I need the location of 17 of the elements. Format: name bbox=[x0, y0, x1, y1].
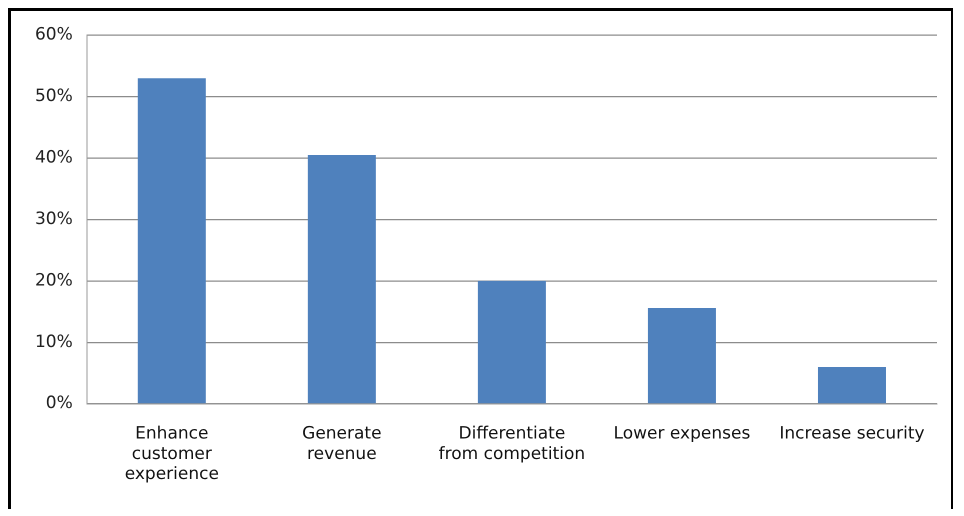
y-tick-label: 10% bbox=[34, 332, 73, 352]
bar bbox=[138, 78, 206, 404]
x-tick-label: Differentiate from competition bbox=[438, 423, 586, 464]
y-tick-label: 30% bbox=[34, 208, 73, 229]
y-tick-label: 0% bbox=[46, 393, 73, 414]
bar bbox=[818, 366, 886, 404]
x-tick-label: Increase security bbox=[779, 423, 925, 444]
bar bbox=[648, 308, 716, 404]
x-tick-label: Enhance customer experience bbox=[124, 423, 219, 484]
y-tick-label: 20% bbox=[34, 270, 73, 290]
bar bbox=[478, 280, 546, 404]
y-tick-label: 50% bbox=[34, 86, 73, 106]
x-tick-label: Generate revenue bbox=[302, 423, 382, 464]
bar bbox=[308, 154, 376, 404]
y-tick-label: 40% bbox=[34, 147, 73, 168]
x-tick-label: Lower expenses bbox=[614, 423, 750, 444]
y-tick-label: 60% bbox=[34, 24, 73, 45]
